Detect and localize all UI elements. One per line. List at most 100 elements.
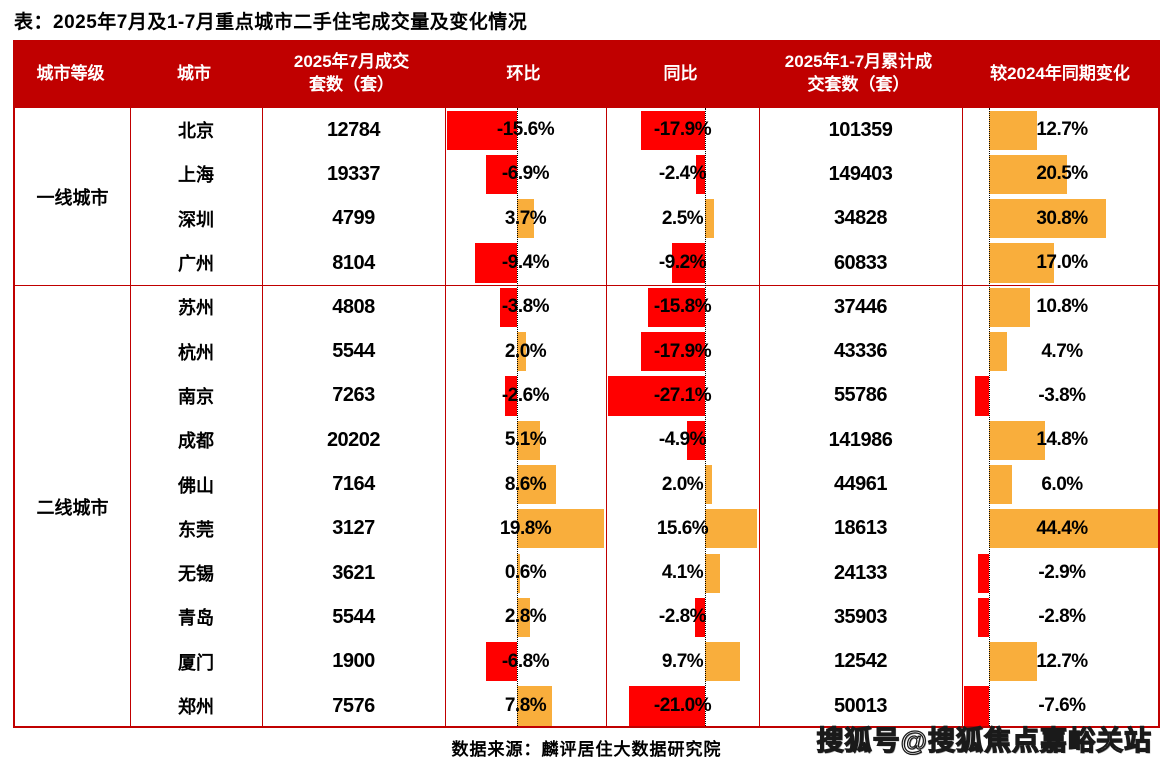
change-bar: [978, 597, 989, 638]
mom-pct-label: 2.0%: [504, 340, 547, 362]
column-header: 2025年7月成交套数（套）: [293, 52, 410, 94]
mom-bar: [474, 243, 517, 283]
column-border: [445, 108, 446, 726]
july-sales-value: 20202: [326, 428, 381, 451]
change-bar: [989, 243, 1054, 283]
july-sales-value: 12784: [326, 118, 381, 141]
mom-bar: [517, 686, 553, 726]
zero-baseline: [517, 108, 518, 726]
yoy-pct-label: 4.1%: [661, 562, 704, 584]
cumulative-sales-value: 43336: [833, 340, 888, 363]
mom-bar: [517, 553, 520, 593]
change-bar: [974, 376, 989, 416]
july-sales-value: 7576: [332, 694, 375, 717]
change-bar: [989, 287, 1031, 327]
change-bar: [989, 642, 1038, 682]
column-border: [962, 108, 963, 726]
yoy-bar: [705, 553, 720, 593]
change-bar: [989, 199, 1107, 239]
mom-bar: [485, 154, 517, 195]
city-name: 厦门: [178, 652, 214, 673]
change-bar: [989, 110, 1038, 150]
mom-pct-label: 19.8%: [499, 517, 552, 539]
mom-pct-label: -6.8%: [501, 650, 550, 672]
mom-bar: [517, 464, 556, 505]
mom-bar: [517, 597, 530, 638]
city-name: 南京: [178, 386, 214, 407]
july-sales-value: 5544: [332, 340, 375, 363]
july-sales-value: 1900: [332, 650, 375, 673]
yoy-bar: [696, 154, 705, 195]
yoy-pct-label: -2.8%: [658, 606, 707, 628]
july-sales-value: 3621: [332, 561, 375, 584]
july-sales-value: 4799: [332, 207, 375, 230]
cumulative-sales-value: 18613: [833, 517, 888, 540]
mom-bar: [499, 287, 517, 327]
zero-baseline: [705, 108, 706, 726]
change-pct-label: 4.7%: [1041, 340, 1083, 362]
change-pct-label: -2.9%: [1038, 562, 1086, 584]
mom-pct-label: -15.6%: [496, 119, 555, 141]
city-name: 青岛: [178, 608, 214, 629]
yoy-pct-label: -15.8%: [653, 296, 712, 318]
change-bar: [989, 420, 1046, 460]
change-bar: [977, 553, 989, 593]
mom-bar: [517, 332, 526, 372]
yoy-pct-label: 15.6%: [656, 517, 709, 539]
column-header: 城市等级: [36, 63, 105, 83]
column-header: 城市: [177, 63, 211, 83]
city-name: 上海: [178, 165, 214, 186]
yoy-bar: [608, 376, 705, 416]
yoy-bar: [629, 686, 705, 726]
mom-pct-label: 3.7%: [504, 207, 547, 229]
change-pct-label: 14.8%: [1036, 429, 1088, 451]
city-name: 广州: [178, 254, 214, 275]
change-pct-label: 20.5%: [1036, 163, 1088, 185]
change-bar: [964, 686, 989, 726]
yoy-pct-label: -21.0%: [653, 695, 712, 717]
column-header: 同比: [663, 63, 698, 83]
tier-label: 一线城市: [36, 187, 109, 208]
yoy-pct-label: -17.9%: [653, 119, 712, 141]
mom-pct-label: -6.9%: [501, 163, 550, 185]
change-pct-label: 12.7%: [1036, 650, 1088, 672]
city-name: 佛山: [178, 475, 214, 496]
tier-label: 二线城市: [36, 497, 109, 518]
change-pct-label: 30.8%: [1036, 207, 1088, 229]
mom-bar: [517, 420, 540, 460]
change-pct-label: 6.0%: [1041, 473, 1083, 495]
change-pct-label: 17.0%: [1036, 252, 1088, 274]
yoy-pct-label: 2.0%: [661, 473, 704, 495]
mom-pct-label: 0.6%: [504, 562, 547, 584]
city-name: 北京: [178, 121, 214, 142]
change-pct-label: -7.6%: [1038, 695, 1086, 717]
change-pct-label: -2.8%: [1038, 606, 1086, 628]
mom-bar: [505, 376, 517, 416]
change-pct-label: 10.8%: [1036, 296, 1088, 318]
july-sales-value: 7263: [332, 384, 375, 407]
sohu-watermark: 搜狐号@搜狐焦点嘉峪关站: [816, 725, 1152, 756]
change-bar: [989, 464, 1012, 505]
cumulative-sales-value: 12542: [833, 650, 888, 673]
city-name: 苏州: [178, 298, 214, 319]
mom-bar: [517, 199, 534, 239]
cumulative-sales-value: 141986: [828, 428, 893, 451]
mom-bar: [447, 110, 517, 150]
cumulative-sales-value: 55786: [833, 384, 888, 407]
column-border: [606, 108, 607, 726]
cumulative-sales-value: 101359: [828, 118, 893, 141]
mom-bar: [486, 642, 517, 682]
cumulative-sales-value: 24133: [833, 561, 888, 584]
july-sales-value: 19337: [326, 162, 381, 185]
yoy-bar: [694, 597, 705, 638]
yoy-bar: [705, 464, 713, 505]
yoy-pct-label: -2.4%: [658, 163, 707, 185]
july-sales-value: 8104: [332, 251, 375, 274]
cumulative-sales-value: 50013: [833, 694, 888, 717]
column-header: 2025年1-7月累计成交套数（套）: [784, 52, 933, 94]
july-sales-value: 4808: [332, 295, 375, 318]
mom-pct-label: 5.1%: [504, 429, 547, 451]
yoy-bar: [705, 642, 740, 682]
change-bar: [989, 332, 1007, 372]
yoy-bar: [640, 110, 705, 150]
